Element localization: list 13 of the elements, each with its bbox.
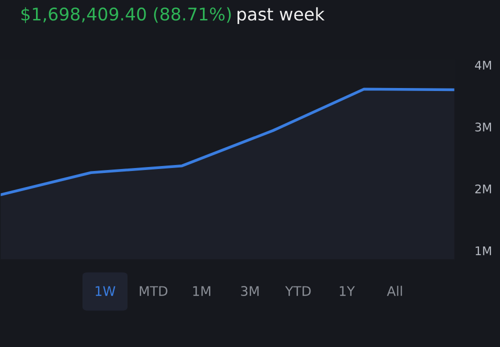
text: 1M: [193, 286, 210, 296]
y-tick-label: 3M: [475, 122, 491, 132]
text: 1Y: [340, 286, 355, 296]
text: 3M: [241, 286, 259, 296]
text: YTD: [285, 286, 311, 296]
y-tick-label: 2M: [475, 184, 491, 194]
y-tick-label: 4M: [475, 60, 491, 70]
text: All: [386, 286, 402, 296]
chart-title: $1,698,409.40 (88.71%): [21, 7, 231, 23]
y-tick-label: 1M: [476, 246, 491, 256]
text: MTD: [140, 286, 168, 296]
chart-subtitle: past week: [238, 7, 325, 24]
text: 1W: [96, 286, 116, 296]
